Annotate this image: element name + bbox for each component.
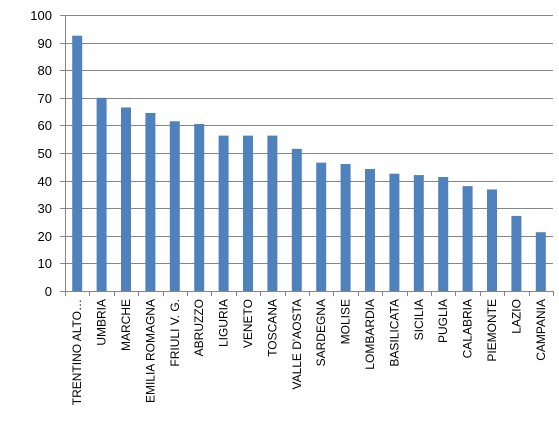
category-label: LOMBARDIA (363, 299, 377, 370)
y-tick-label: 100 (30, 8, 52, 23)
bar (267, 135, 278, 291)
y-tick-label: 20 (38, 229, 52, 244)
category-label: MARCHE (119, 299, 133, 351)
bar (96, 97, 107, 291)
bar (462, 186, 473, 291)
bar (169, 121, 180, 291)
axes (60, 15, 554, 296)
y-tick-label: 0 (45, 284, 52, 299)
category-label: VENETO (241, 299, 255, 348)
bar (511, 215, 522, 291)
bar (535, 232, 546, 291)
category-label: CALABRIA (461, 299, 475, 358)
category-label: VALLE D'AOSTA (290, 299, 304, 390)
bar (316, 162, 327, 291)
bar (413, 175, 424, 291)
category-label: EMILIA ROMAGNA (143, 299, 157, 403)
bar (365, 169, 375, 291)
category-label: SARDEGNA (314, 299, 328, 366)
category-label: LAZIO (509, 299, 523, 334)
bar (121, 107, 131, 292)
y-tick-label: 60 (38, 118, 52, 133)
y-tick-label: 70 (38, 91, 52, 106)
category-label: UMBRIA (95, 299, 109, 346)
category-label: LIGURIA (217, 299, 231, 347)
bar (340, 164, 351, 291)
y-tick-label: 40 (38, 174, 52, 189)
y-tick-label: 80 (38, 63, 52, 78)
y-tick-label: 90 (38, 36, 52, 51)
bar (194, 124, 205, 292)
bar (218, 135, 229, 291)
category-label: PIEMONTE (485, 299, 499, 362)
labels: 0 10 20 30 40 50 60 70 80 90 100 TRENTINO ALTO… UMBR… (30, 8, 548, 405)
bar (389, 173, 400, 291)
bar (438, 177, 449, 291)
category-label: FRIULI V. G. (168, 299, 182, 367)
bars (72, 35, 546, 292)
bar (291, 148, 302, 291)
y-tick-label: 30 (38, 201, 52, 216)
bar (72, 35, 83, 292)
bar (487, 189, 497, 291)
bar (145, 112, 156, 291)
category-label: BASILICATA (387, 299, 401, 367)
category-label: SICILIA (412, 299, 426, 340)
bar (243, 135, 253, 291)
category-label: TRENTINO ALTO… (70, 299, 84, 405)
category-label: PUGLIA (436, 299, 450, 343)
category-label: MOLISE (339, 299, 353, 344)
category-label: ABRUZZO (192, 299, 206, 356)
gridlines (65, 15, 553, 264)
y-tick-label: 10 (38, 256, 52, 271)
category-label: CAMPANIA (534, 299, 548, 361)
y-tick-label: 50 (38, 146, 52, 161)
category-label: TOSCANA (265, 299, 279, 357)
